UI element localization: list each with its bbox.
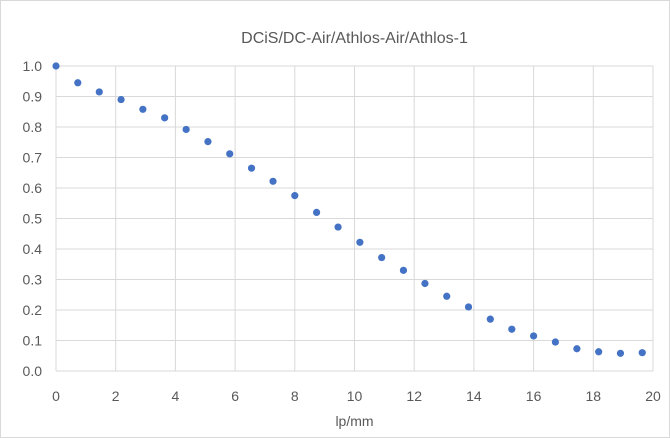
- y-tick-label: 0.9: [23, 89, 43, 105]
- data-point: [269, 177, 277, 185]
- y-tick-label: 0.0: [23, 363, 43, 379]
- y-tick-label: 1.0: [23, 58, 43, 74]
- data-point: [95, 88, 103, 96]
- y-tick-label: 0.4: [23, 241, 43, 257]
- data-point: [486, 315, 494, 323]
- gridlines: [55, 65, 654, 372]
- data-point: [226, 150, 234, 158]
- data-point: [334, 223, 342, 231]
- x-tick-label: 16: [526, 388, 542, 404]
- chart-title: DCiS/DC-Air/Athlos-Air/Athlos-1: [241, 30, 468, 47]
- data-point: [530, 332, 538, 340]
- data-point: [312, 208, 321, 216]
- data-point: [52, 62, 60, 70]
- data-point: [399, 266, 408, 274]
- data-point: [139, 105, 147, 113]
- x-tick-label: 2: [112, 388, 120, 404]
- data-point: [595, 348, 603, 356]
- data-point: [573, 345, 581, 353]
- data-point: [464, 303, 473, 311]
- data-point: [117, 95, 125, 104]
- data-point: [247, 164, 256, 172]
- data-point: [638, 349, 646, 357]
- data-point: [421, 279, 429, 288]
- data-points: [52, 62, 646, 357]
- x-tick-label: 18: [586, 388, 602, 404]
- x-tick-label: 8: [291, 388, 299, 404]
- data-point: [378, 253, 386, 262]
- y-tick-label: 0.3: [23, 272, 43, 288]
- y-tick-label: 0.2: [23, 302, 43, 318]
- y-tick-label: 0.7: [23, 150, 43, 166]
- data-point: [74, 79, 82, 87]
- data-point: [616, 349, 625, 357]
- data-point: [356, 238, 364, 246]
- data-point: [204, 138, 212, 146]
- x-tick-label: 4: [172, 388, 180, 404]
- x-tick-label: 6: [231, 388, 239, 404]
- data-point: [161, 114, 169, 122]
- data-point: [291, 192, 299, 200]
- data-point: [443, 292, 451, 300]
- y-tick-label: 0.1: [23, 333, 43, 349]
- x-axis-title: lp/mm: [335, 413, 373, 429]
- data-point: [508, 325, 516, 333]
- x-tick-label: 10: [347, 388, 363, 404]
- x-tick-label: 0: [52, 388, 60, 404]
- y-tick-label: 0.6: [23, 180, 43, 196]
- data-point: [551, 338, 559, 346]
- x-axis-tick-labels: 0 2 4 6 8 10 12 14 16 18 20: [52, 388, 661, 404]
- y-axis-tick-labels: 0.0 0.1 0.2 0.3 0.4 0.5 0.6 0.7 0.8 0.9 1.0: [23, 58, 43, 379]
- y-tick-label: 0.5: [23, 211, 43, 227]
- data-point: [182, 125, 190, 134]
- x-tick-label: 20: [645, 388, 661, 404]
- x-tick-label: 14: [466, 388, 482, 404]
- x-tick-label: 12: [406, 388, 422, 404]
- y-tick-label: 0.8: [23, 119, 43, 135]
